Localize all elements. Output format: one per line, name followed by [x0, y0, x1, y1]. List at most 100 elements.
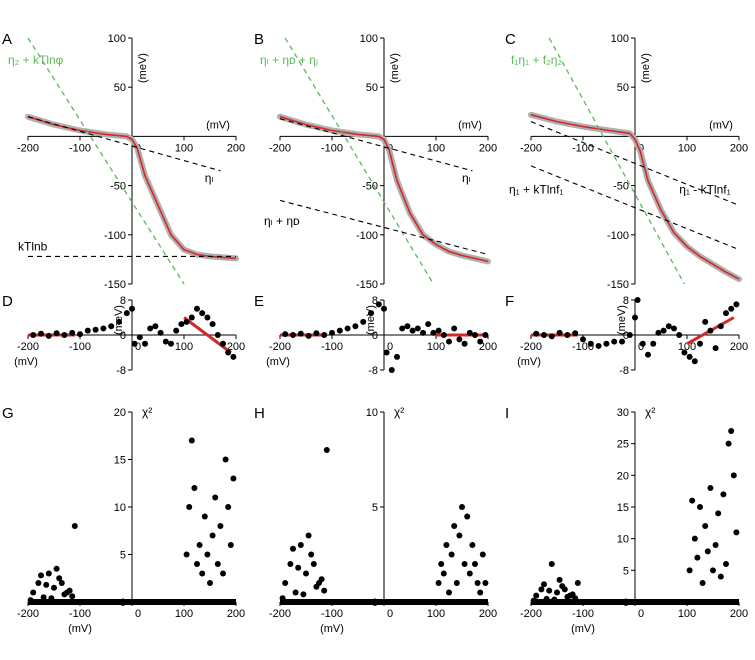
data-point — [116, 318, 122, 325]
data-point — [336, 327, 343, 334]
data-point — [461, 561, 468, 567]
data-point — [710, 567, 716, 574]
black-line-label: ηₗ — [205, 171, 214, 185]
data-point — [329, 329, 335, 336]
x-tick-label: 100 — [427, 142, 445, 154]
data-point — [451, 523, 458, 529]
x-tick-label: -100 — [321, 341, 343, 353]
data-point — [168, 340, 174, 347]
y-tick-label: -8 — [619, 365, 629, 377]
data-point — [541, 581, 547, 588]
data-point — [567, 592, 573, 599]
y-tick-label: -100 — [607, 230, 629, 242]
black-line-label: kTlnb — [18, 239, 48, 253]
data-point — [35, 580, 42, 586]
y-tick-label: -50 — [362, 181, 378, 193]
y-tick-label: 8 — [372, 295, 378, 307]
data-point — [546, 587, 553, 594]
x-tick-label: -200 — [520, 341, 542, 353]
y-unit-label: (meV) — [640, 53, 652, 83]
x-tick-label: -100 — [321, 142, 343, 154]
data-point — [394, 353, 400, 360]
data-point — [100, 325, 107, 332]
data-point — [279, 595, 286, 602]
data-point — [157, 329, 164, 336]
y-tick-label: 10 — [366, 407, 378, 419]
data-point — [451, 325, 458, 332]
y-axis-label: χ² — [645, 405, 655, 419]
data-point — [220, 340, 226, 347]
green-dashed-line — [548, 37, 685, 285]
data-point — [399, 325, 406, 332]
x-tick-label: 200 — [730, 608, 748, 620]
data-point — [461, 340, 468, 347]
data-point — [556, 329, 563, 336]
data-point — [194, 305, 200, 312]
data-point — [533, 592, 540, 599]
data-point — [191, 485, 198, 491]
data-point — [686, 567, 693, 574]
data-point — [409, 327, 416, 334]
panel-letter-a: A — [2, 31, 12, 48]
data-point — [728, 305, 735, 312]
data-point — [733, 301, 740, 308]
data-point — [282, 331, 289, 338]
x-unit-label: (mV) — [458, 119, 482, 131]
data-point — [27, 597, 34, 604]
x-tick-label: -100 — [572, 608, 594, 620]
data-point — [446, 589, 452, 596]
data-point — [69, 329, 76, 336]
x-tick-label: 200 — [227, 341, 245, 353]
y-tick-label: -100 — [104, 230, 126, 242]
data-point — [310, 561, 317, 567]
panel-e: E -200 -100 0 100 200 8 0 -8 (meV) (mV) — [254, 293, 497, 377]
panel-letter-h: H — [254, 405, 265, 422]
data-point — [45, 332, 52, 339]
panel-letter-b: B — [254, 31, 264, 48]
data-point — [316, 580, 322, 586]
data-point — [482, 332, 489, 338]
y-tick-label: -150 — [356, 279, 378, 291]
x-unit-label: (mV) — [68, 623, 92, 635]
fit-line — [279, 115, 489, 263]
data-point — [209, 532, 216, 539]
y-tick-label: 5 — [623, 565, 629, 577]
x-tick-label: 200 — [479, 142, 497, 154]
panel-g: G-200-100010020020151050(mV)χ² — [2, 405, 245, 635]
data-point — [464, 513, 471, 520]
data-point — [414, 325, 421, 332]
data-point — [183, 551, 190, 558]
data-point — [321, 332, 328, 338]
panel-letter-g: G — [2, 405, 14, 422]
data-point — [572, 595, 579, 602]
data-point — [142, 340, 148, 347]
data-point — [430, 329, 437, 336]
x-tick-label: 100 — [175, 608, 193, 620]
x-tick-label: 200 — [479, 341, 497, 353]
data-point — [435, 327, 442, 334]
data-point — [548, 561, 555, 567]
data-point — [435, 580, 442, 586]
data-point — [466, 329, 473, 336]
data-point — [443, 542, 450, 548]
data-point — [717, 573, 724, 580]
data-point — [472, 561, 478, 567]
data-point — [204, 314, 211, 321]
data-point — [303, 570, 309, 577]
data-point — [173, 327, 180, 334]
data-point — [53, 330, 60, 337]
data-point — [691, 358, 698, 365]
data-point — [48, 595, 55, 602]
data-point — [375, 301, 382, 308]
panel-letter-e: E — [254, 293, 264, 310]
data-point — [420, 329, 426, 336]
data-point — [222, 456, 229, 463]
data-point — [220, 570, 226, 577]
data-point — [438, 561, 445, 567]
x-tick-label: 200 — [227, 608, 245, 620]
data-point — [162, 338, 169, 345]
y-tick-label: -100 — [356, 230, 378, 242]
data-point — [720, 491, 727, 498]
y-tick-label: 100 — [611, 33, 629, 45]
